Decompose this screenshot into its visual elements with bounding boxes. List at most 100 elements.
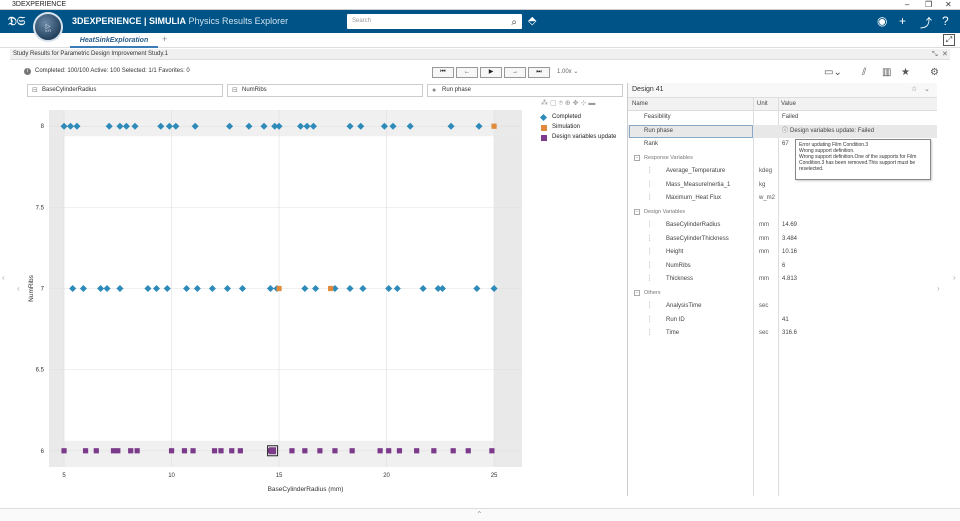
right-nav-arrow-icon[interactable]: ›: [937, 284, 940, 293]
maximize-button[interactable]: ❐: [925, 0, 933, 9]
property-row[interactable]: ┊ Height mm 10.16: [628, 246, 937, 259]
search-icon[interactable]: ⌕: [511, 17, 517, 28]
tab-heatsink-exploration[interactable]: HeatSinkExploration: [70, 34, 158, 48]
property-row[interactable]: ┊ NumRibs 6: [628, 260, 937, 273]
tree-line-icon: ┊: [648, 222, 652, 228]
tag-icon[interactable]: ⬘: [528, 15, 537, 27]
y-tick-label: 8: [41, 124, 45, 130]
data-point-design-update: [82, 448, 89, 454]
info-icon[interactable]: ⓘ: [782, 127, 789, 134]
layout-icon[interactable]: ▭⌄: [824, 67, 842, 78]
property-unit: mm: [759, 276, 769, 282]
ds-logo-icon: 𝔇𝔖: [8, 14, 26, 28]
last-button[interactable]: ⏭: [528, 67, 550, 78]
data-point-completed: [303, 122, 311, 130]
y-tick-label: 6: [41, 449, 45, 455]
data-point-design-update: [134, 448, 140, 454]
first-button[interactable]: ⏮: [432, 67, 454, 78]
property-row[interactable]: ┊ BaseCylinderRadius mm 14.69: [628, 219, 937, 232]
speed-select[interactable]: 1.00x ⌄: [557, 69, 579, 75]
close-window-button[interactable]: ✕: [945, 0, 952, 9]
property-row[interactable]: Feasibility Failed: [628, 111, 937, 124]
data-point-completed: [260, 122, 268, 130]
data-point-design-update: [317, 448, 323, 454]
scatter-plot-svg[interactable]: 5 10 15 20 25 6 6.5 7 7.5 8 BaseCylinderRadius (mm…: [25, 99, 625, 499]
data-point-completed: [297, 122, 305, 130]
property-unit: sec: [759, 303, 769, 309]
expand-up-icon[interactable]: ⌃: [476, 510, 483, 519]
property-row[interactable]: ┊ Average_Temperature kdeg: [628, 165, 937, 178]
data-point-completed: [157, 122, 165, 130]
x-axis-icon: ⊟: [32, 87, 38, 94]
property-row[interactable]: ┊ BaseCylinderThickness mm 3.484: [628, 233, 937, 246]
compass-icon[interactable]: ▷ V.R: [33, 12, 63, 42]
right-panel-arrow-icon[interactable]: ›: [953, 273, 956, 282]
collapse-icon[interactable]: ⌄: [924, 86, 930, 93]
property-row[interactable]: ┊ Mass_MeasureInertia_1 kg: [628, 179, 937, 192]
column-divider: [753, 98, 754, 496]
previous-button[interactable]: ←: [456, 67, 478, 78]
x-axis-field[interactable]: ⊟ BaseCylinderRadius: [27, 84, 223, 97]
left-panel-arrow-icon[interactable]: ‹: [2, 273, 5, 282]
range-shade-bottom: [49, 440, 522, 467]
data-point-design-update: [349, 448, 355, 454]
chart-legend: Completed Simulation Design variables up…: [539, 113, 616, 143]
y-axis-icon: ⊟: [232, 87, 238, 94]
tree-line-icon: ┊: [648, 195, 652, 201]
legend-item-design-update[interactable]: Design variables update: [540, 133, 616, 143]
columns-icon[interactable]: ▥: [882, 67, 892, 78]
x-tick-label: 10: [168, 473, 175, 479]
add-icon[interactable]: +: [899, 14, 907, 28]
play-button[interactable]: ▶: [480, 67, 502, 78]
plot-toolbar[interactable]: ⁂▢⌾⊕✥⊹▬: [541, 100, 598, 107]
collapse-toggle-icon[interactable]: −: [634, 154, 640, 161]
property-unit: kg: [759, 181, 766, 188]
resize-icon[interactable]: ⤡: [932, 51, 938, 58]
col-name[interactable]: Name: [632, 101, 649, 107]
col-unit[interactable]: Unit: [757, 101, 768, 107]
property-row[interactable]: Rank 67: [628, 138, 937, 151]
add-tab-button[interactable]: +: [162, 34, 168, 44]
tooltip-line: Wrong support definition.One of the supp…: [799, 154, 917, 160]
data-point-completed: [172, 122, 180, 130]
group-row[interactable]: − Design Variables: [628, 206, 937, 219]
data-point-completed: [73, 122, 81, 130]
user-profile-icon[interactable]: ◉: [877, 14, 888, 28]
chart-icon[interactable]: ⫽: [862, 67, 867, 78]
minimize-button[interactable]: –: [905, 0, 910, 9]
property-row[interactable]: ┊ Run ID 41: [628, 314, 937, 327]
help-icon[interactable]: ?: [942, 14, 949, 28]
property-row[interactable]: ┊ AnalysisTime sec: [628, 300, 937, 313]
data-point-completed: [238, 284, 247, 293]
property-name: NumRibs: [666, 262, 691, 269]
legend-item-completed[interactable]: Completed: [539, 113, 616, 123]
property-name: Average_Temperature: [666, 168, 726, 174]
y-axis-field[interactable]: ⊟ NumRibs: [227, 84, 423, 97]
next-button[interactable]: →: [504, 67, 526, 78]
legend-item-simulation[interactable]: Simulation: [540, 123, 616, 133]
data-point-design-update: [377, 448, 383, 454]
data-point-completed: [163, 284, 171, 293]
expand-icon[interactable]: ⤢: [943, 34, 955, 46]
property-row[interactable]: ┊ Time sec 316.6: [628, 327, 937, 340]
group-row[interactable]: − Response Variables: [628, 152, 937, 165]
search-input[interactable]: Search ⌕: [347, 14, 522, 29]
pin-icon[interactable]: ☆: [911, 86, 918, 93]
property-row[interactable]: Run phase ⓘ Design variables update: Faile…: [628, 124, 937, 138]
group-row[interactable]: − Others: [628, 287, 937, 300]
range-shade-top: [49, 110, 522, 137]
settings-gear-icon[interactable]: ⚙: [930, 67, 939, 78]
color-field[interactable]: ● Run phase: [427, 84, 623, 97]
data-point-completed: [301, 284, 309, 293]
favorite-icon[interactable]: ★: [901, 67, 910, 78]
share-icon[interactable]: ⤴: [920, 16, 933, 30]
property-row[interactable]: ┊ Maximum_Heat Flux w_m2: [628, 192, 937, 205]
col-value[interactable]: Value: [781, 101, 796, 107]
left-nav-arrow-icon[interactable]: ‹: [17, 284, 20, 293]
collapse-toggle-icon[interactable]: −: [634, 289, 640, 296]
property-value: 6: [782, 262, 786, 269]
scatter-chart[interactable]: 5 10 15 20 25 6 6.5 7 7.5 8 BaseCylinderRadius (mm…: [25, 99, 625, 499]
property-row[interactable]: ┊ Thickness mm 4.813: [628, 273, 937, 286]
collapse-toggle-icon[interactable]: −: [634, 208, 640, 215]
close-study-icon[interactable]: ✕: [942, 51, 948, 58]
